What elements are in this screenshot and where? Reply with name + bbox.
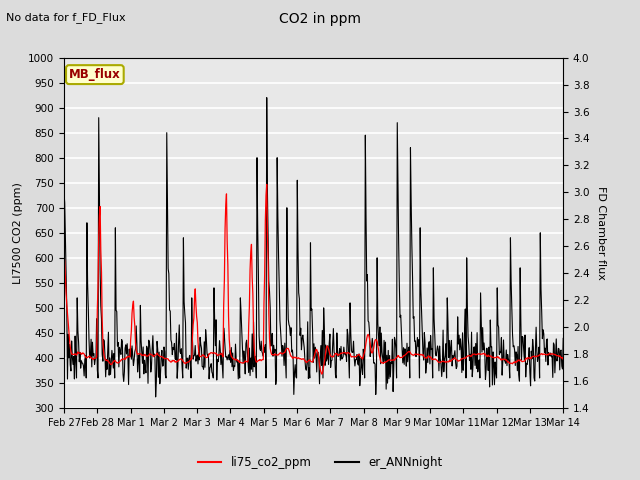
Text: No data for f_FD_Flux: No data for f_FD_Flux [6, 12, 126, 23]
Text: CO2 in ppm: CO2 in ppm [279, 12, 361, 26]
Y-axis label: LI7500 CO2 (ppm): LI7500 CO2 (ppm) [13, 182, 22, 284]
Text: MB_flux: MB_flux [69, 68, 121, 81]
Legend: li75_co2_ppm, er_ANNnight: li75_co2_ppm, er_ANNnight [193, 452, 447, 474]
Y-axis label: FD Chamber flux: FD Chamber flux [596, 186, 606, 280]
